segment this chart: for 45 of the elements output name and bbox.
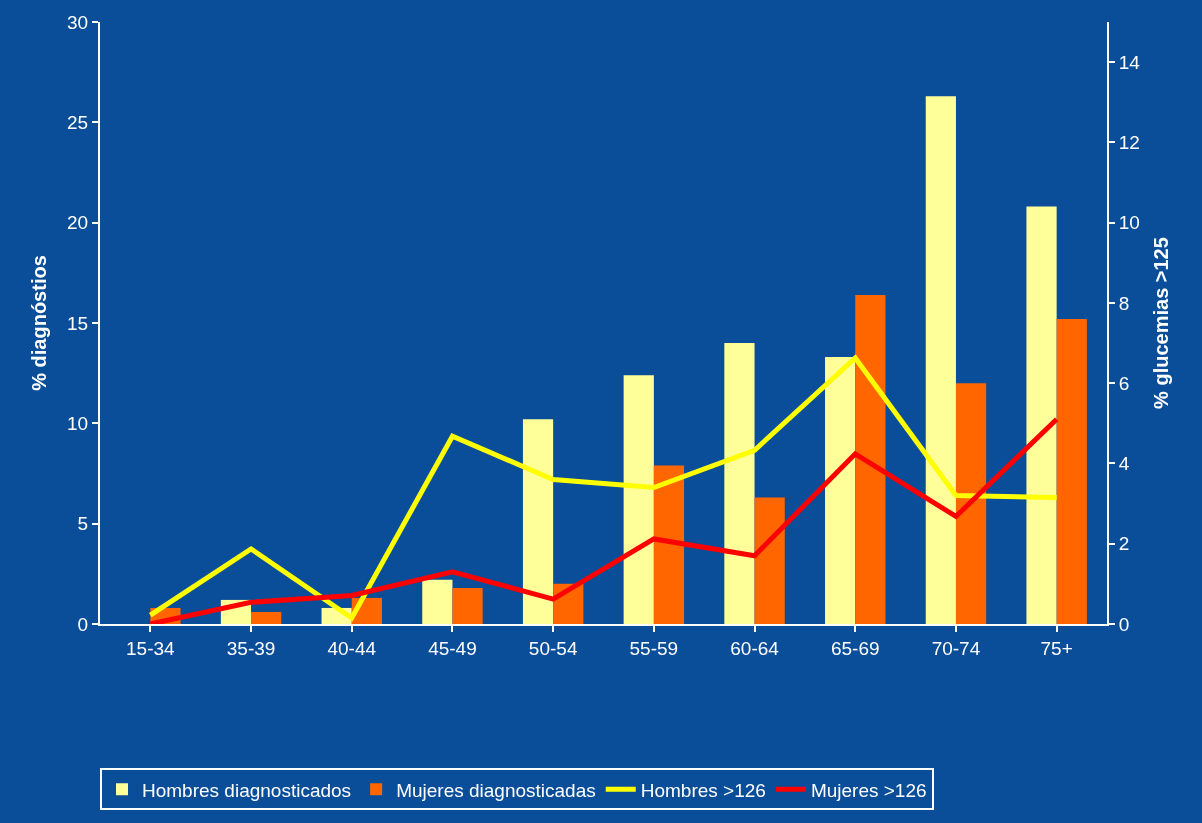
legend-label: Mujeres >126 bbox=[810, 779, 927, 801]
bar bbox=[1056, 318, 1087, 624]
bar bbox=[855, 294, 886, 624]
legend-label: Hombres >126 bbox=[640, 779, 766, 801]
y2-axis-title: % glucemias >125 bbox=[1150, 237, 1173, 409]
bar bbox=[422, 579, 453, 624]
y2-tick-label: 4 bbox=[1118, 453, 1130, 475]
y2-tick-label: 10 bbox=[1118, 212, 1140, 234]
x-tick-label: 35-39 bbox=[226, 637, 276, 659]
bar bbox=[724, 343, 755, 624]
x-tick-label: 50-54 bbox=[528, 637, 578, 659]
bar bbox=[925, 96, 956, 624]
bar bbox=[251, 611, 282, 624]
bar bbox=[452, 587, 483, 624]
x-tick-label: 45-49 bbox=[428, 637, 477, 659]
x-tick-label: 65-69 bbox=[830, 637, 880, 659]
y-tick-label: 15 bbox=[67, 312, 89, 334]
bar bbox=[825, 357, 856, 624]
y2-tick-label: 0 bbox=[1118, 613, 1130, 635]
bar bbox=[754, 497, 785, 624]
y-tick-label: 30 bbox=[67, 11, 89, 33]
x-tick-label: 70-74 bbox=[931, 637, 981, 659]
x-tick-label: 75+ bbox=[1040, 637, 1073, 659]
legend-label: Hombres diagnosticados bbox=[142, 779, 352, 801]
y-tick-label: 0 bbox=[77, 613, 89, 635]
y2-tick-label: 6 bbox=[1118, 372, 1130, 394]
x-tick-label: 55-59 bbox=[629, 637, 679, 659]
x-tick-label: 40-44 bbox=[327, 637, 377, 659]
legend-label: Mujeres diagnosticadas bbox=[396, 779, 596, 801]
y-tick-label: 5 bbox=[77, 513, 89, 535]
bar bbox=[623, 375, 654, 624]
y-tick-label: 20 bbox=[67, 212, 89, 234]
x-tick-label: 60-64 bbox=[730, 637, 780, 659]
y-tick-label: 10 bbox=[67, 412, 89, 434]
bar bbox=[955, 383, 987, 624]
y2-tick-label: 12 bbox=[1118, 132, 1140, 154]
y2-tick-label: 2 bbox=[1118, 533, 1130, 555]
bar bbox=[522, 419, 554, 624]
x-tick-label: 15-34 bbox=[126, 637, 176, 659]
bar bbox=[1026, 206, 1057, 624]
y2-tick-label: 14 bbox=[1118, 51, 1141, 73]
bar bbox=[653, 465, 685, 624]
y-tick-label: 25 bbox=[67, 111, 89, 133]
y2-tick-label: 8 bbox=[1118, 292, 1130, 314]
y-axis-title: % diagnóstios bbox=[28, 255, 51, 391]
